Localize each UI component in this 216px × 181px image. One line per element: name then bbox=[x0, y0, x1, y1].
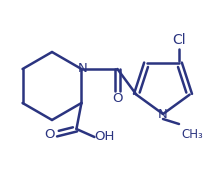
Text: N: N bbox=[158, 108, 168, 121]
Text: O: O bbox=[112, 92, 123, 104]
Text: O: O bbox=[44, 127, 55, 140]
Text: Cl: Cl bbox=[173, 33, 186, 47]
Text: N: N bbox=[78, 62, 87, 75]
Text: CH₃: CH₃ bbox=[181, 128, 203, 141]
Text: OH: OH bbox=[94, 131, 115, 144]
